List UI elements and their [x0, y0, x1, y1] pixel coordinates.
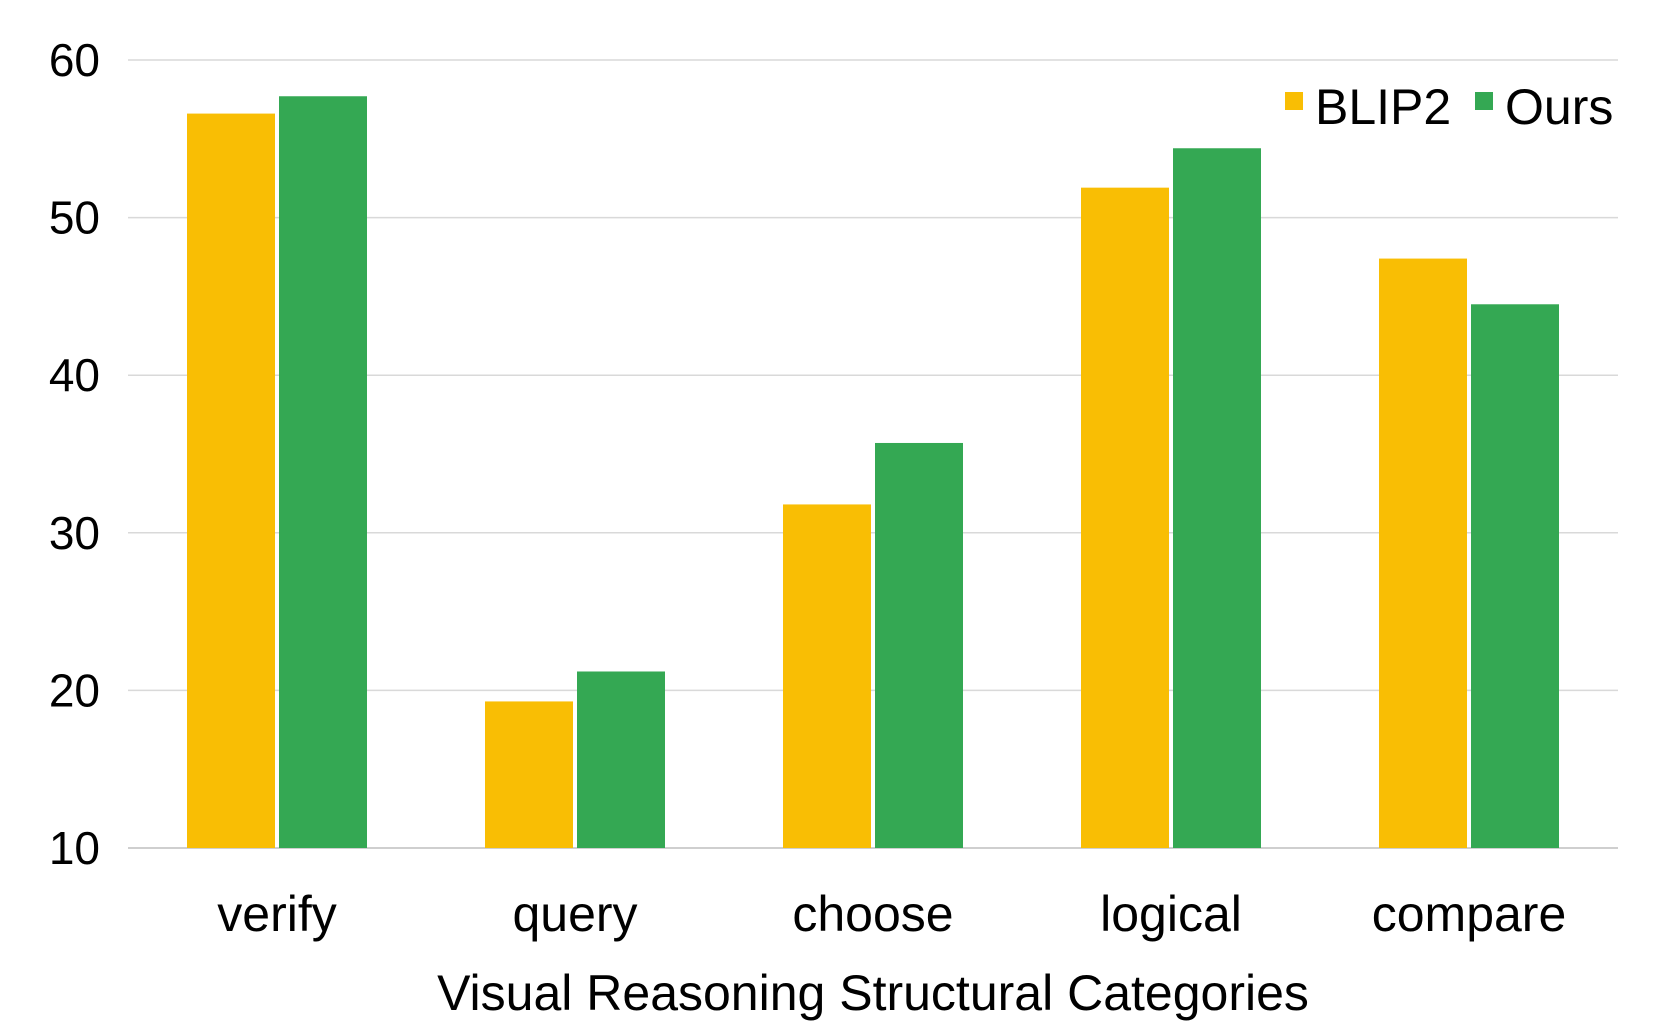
bar-ours-choose [875, 442, 963, 848]
bar-blip2-compare [1379, 258, 1467, 848]
bar-ours-compare [1471, 304, 1559, 848]
x-category-label: query [512, 886, 637, 942]
bar-blip2-logical [1081, 187, 1169, 848]
x-axis-categories: verify query choose logical compare [217, 886, 1566, 942]
bar-blip2-query [485, 701, 573, 848]
y-tick-label: 60 [49, 34, 100, 86]
bar-blip2-verify [187, 113, 275, 849]
y-tick-label: 40 [49, 349, 100, 401]
y-tick-label: 10 [49, 822, 100, 874]
bar-ours-query [577, 671, 665, 848]
gridlines [128, 59, 1618, 849]
y-tick-label: 20 [49, 664, 100, 716]
legend-swatch-ours [1475, 92, 1493, 110]
bar-ours-logical [1173, 148, 1261, 849]
bar-ours-verify [279, 96, 367, 849]
x-category-label: verify [217, 886, 336, 942]
y-axis-ticks: 10 20 30 40 50 60 [49, 34, 100, 874]
bar-blip2-choose [783, 504, 871, 848]
x-category-label: compare [1372, 886, 1567, 942]
x-category-label: logical [1100, 886, 1242, 942]
legend: BLIP2 Ours [1285, 79, 1613, 135]
legend-label-ours: Ours [1505, 79, 1613, 135]
legend-swatch-blip2 [1285, 92, 1303, 110]
y-tick-label: 30 [49, 507, 100, 559]
legend-label-blip2: BLIP2 [1315, 79, 1451, 135]
x-category-label: choose [792, 886, 953, 942]
bars [187, 96, 1559, 849]
y-tick-label: 50 [49, 192, 100, 244]
x-axis-title: Visual Reasoning Structural Categories [437, 965, 1309, 1021]
